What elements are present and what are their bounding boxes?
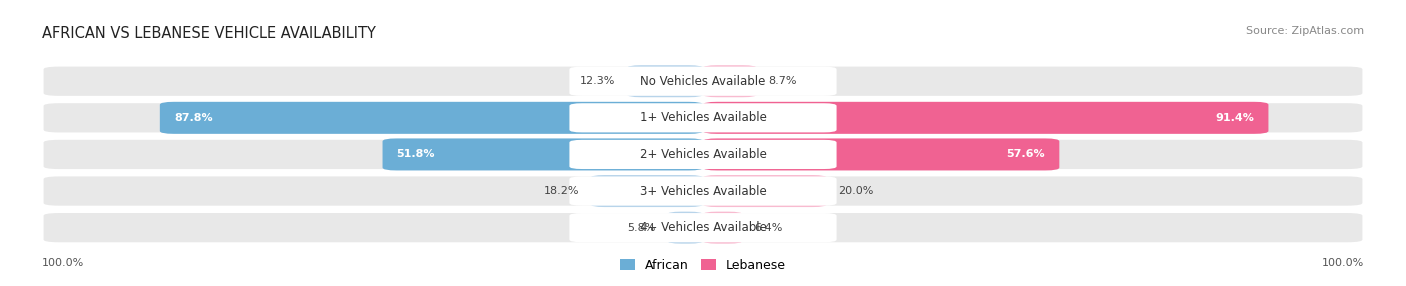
FancyBboxPatch shape (591, 175, 703, 207)
FancyBboxPatch shape (569, 140, 837, 169)
Text: 5.8%: 5.8% (627, 223, 655, 233)
Text: 100.0%: 100.0% (42, 258, 84, 268)
Text: 3+ Vehicles Available: 3+ Vehicles Available (640, 184, 766, 198)
FancyBboxPatch shape (569, 213, 837, 242)
Text: 2+ Vehicles Available: 2+ Vehicles Available (640, 148, 766, 161)
FancyBboxPatch shape (382, 138, 703, 170)
Text: 57.6%: 57.6% (1007, 150, 1045, 159)
FancyBboxPatch shape (42, 65, 1364, 97)
FancyBboxPatch shape (703, 212, 742, 244)
FancyBboxPatch shape (42, 175, 1364, 207)
Text: 20.0%: 20.0% (838, 186, 873, 196)
Text: 12.3%: 12.3% (581, 76, 616, 86)
Text: 18.2%: 18.2% (544, 186, 579, 196)
FancyBboxPatch shape (703, 138, 1059, 170)
Text: 8.7%: 8.7% (768, 76, 797, 86)
FancyBboxPatch shape (627, 65, 703, 97)
Text: 51.8%: 51.8% (396, 150, 434, 159)
FancyBboxPatch shape (42, 138, 1364, 170)
Text: 1+ Vehicles Available: 1+ Vehicles Available (640, 111, 766, 124)
FancyBboxPatch shape (703, 65, 756, 97)
Text: 4+ Vehicles Available: 4+ Vehicles Available (640, 221, 766, 234)
Text: AFRICAN VS LEBANESE VEHICLE AVAILABILITY: AFRICAN VS LEBANESE VEHICLE AVAILABILITY (42, 26, 375, 41)
FancyBboxPatch shape (666, 212, 703, 244)
FancyBboxPatch shape (42, 102, 1364, 134)
Text: No Vehicles Available: No Vehicles Available (640, 75, 766, 88)
FancyBboxPatch shape (569, 176, 837, 206)
Text: Source: ZipAtlas.com: Source: ZipAtlas.com (1246, 26, 1364, 36)
Legend: African, Lebanese: African, Lebanese (614, 254, 792, 277)
FancyBboxPatch shape (160, 102, 703, 134)
FancyBboxPatch shape (569, 67, 837, 96)
FancyBboxPatch shape (42, 212, 1364, 244)
FancyBboxPatch shape (703, 175, 827, 207)
Text: 6.4%: 6.4% (754, 223, 782, 233)
FancyBboxPatch shape (569, 103, 837, 132)
FancyBboxPatch shape (703, 102, 1268, 134)
Text: 91.4%: 91.4% (1216, 113, 1254, 123)
Text: 87.8%: 87.8% (174, 113, 212, 123)
Text: 100.0%: 100.0% (1322, 258, 1364, 268)
